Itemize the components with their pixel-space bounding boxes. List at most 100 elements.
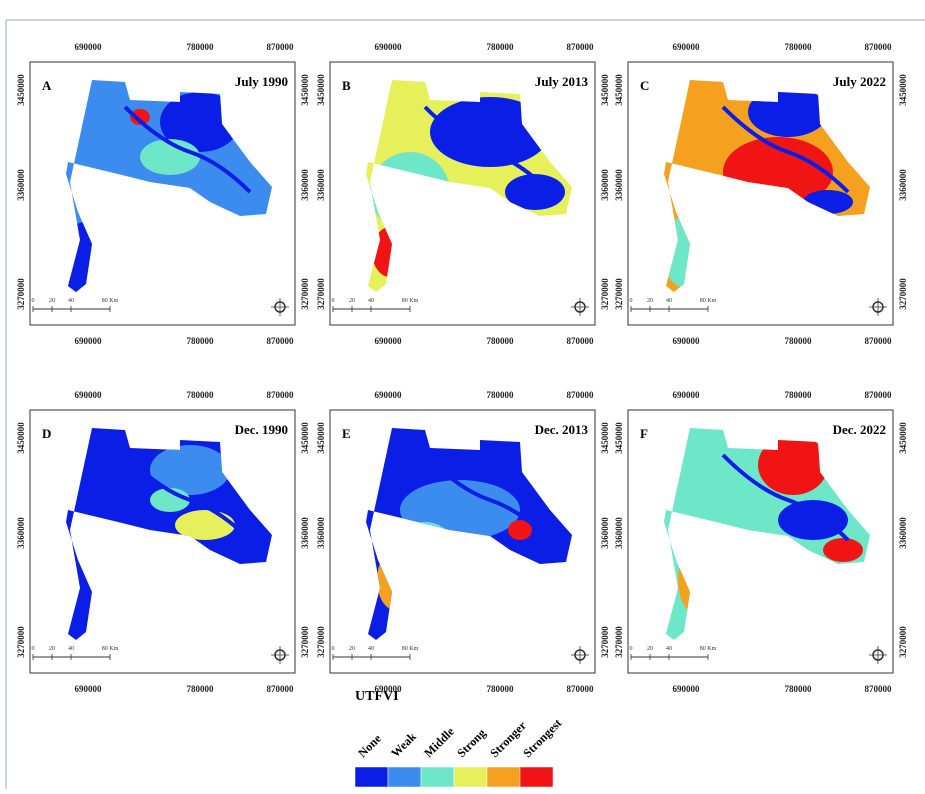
x-tick-label: 780000 bbox=[187, 684, 215, 694]
panel-title: July 2022 bbox=[833, 74, 886, 89]
panel-letter: B bbox=[342, 78, 351, 93]
y-tick-label: 3360000 bbox=[16, 169, 26, 201]
x-tick-label: 690000 bbox=[375, 336, 403, 346]
y-tick-label: 3360000 bbox=[316, 169, 326, 201]
legend-swatch bbox=[421, 767, 454, 787]
y-tick-label: 3270000 bbox=[600, 626, 610, 658]
x-tick-label: 870000 bbox=[267, 684, 295, 694]
x-tick-label: 870000 bbox=[865, 390, 893, 400]
y-tick-label: 3450000 bbox=[600, 422, 610, 454]
x-tick-label: 690000 bbox=[75, 390, 103, 400]
y-tick-label: 3270000 bbox=[16, 626, 26, 658]
scale-label: 0 bbox=[630, 646, 633, 652]
scale-label: 80 Km bbox=[402, 646, 419, 652]
x-tick-label: 690000 bbox=[75, 336, 103, 346]
y-tick-label: 3270000 bbox=[614, 626, 624, 658]
y-tick-label: 3360000 bbox=[600, 169, 610, 201]
scale-label: 40 bbox=[666, 646, 672, 652]
y-tick-label: 3360000 bbox=[614, 169, 624, 201]
y-tick-label: 3450000 bbox=[898, 422, 908, 454]
y-tick-label: 3270000 bbox=[300, 626, 310, 658]
x-tick-label: 870000 bbox=[567, 336, 595, 346]
y-tick-label: 3270000 bbox=[316, 626, 326, 658]
x-tick-label: 870000 bbox=[267, 42, 295, 52]
legend-swatch bbox=[454, 767, 487, 787]
x-tick-label: 780000 bbox=[487, 684, 515, 694]
x-tick-label: 780000 bbox=[187, 336, 215, 346]
y-tick-label: 3360000 bbox=[300, 517, 310, 549]
y-tick-label: 3360000 bbox=[898, 517, 908, 549]
legend-swatch bbox=[388, 767, 421, 787]
panel-title: Dec. 2013 bbox=[535, 422, 589, 437]
scale-label: 80 Km bbox=[700, 646, 717, 652]
scale-label: 20 bbox=[49, 646, 55, 652]
scale-label: 40 bbox=[68, 298, 74, 304]
scale-label: 80 Km bbox=[102, 298, 119, 304]
x-tick-label: 870000 bbox=[567, 42, 595, 52]
x-tick-label: 870000 bbox=[267, 390, 295, 400]
y-tick-label: 3360000 bbox=[898, 169, 908, 201]
x-tick-label: 870000 bbox=[567, 390, 595, 400]
x-tick-label: 780000 bbox=[487, 42, 515, 52]
y-tick-label: 3450000 bbox=[614, 74, 624, 106]
x-tick-label: 870000 bbox=[567, 684, 595, 694]
y-tick-label: 3450000 bbox=[316, 422, 326, 454]
scale-label: 80 Km bbox=[402, 298, 419, 304]
legend-swatch bbox=[487, 767, 520, 787]
y-tick-label: 3360000 bbox=[16, 517, 26, 549]
x-tick-label: 870000 bbox=[865, 336, 893, 346]
y-tick-label: 3270000 bbox=[300, 278, 310, 310]
panel-letter: A bbox=[42, 78, 52, 93]
legend-swatch bbox=[355, 767, 388, 787]
x-tick-label: 780000 bbox=[187, 42, 215, 52]
panel-title: Dec. 2022 bbox=[833, 422, 886, 437]
map-patch bbox=[823, 538, 863, 562]
y-tick-label: 3450000 bbox=[316, 74, 326, 106]
legend-swatch bbox=[520, 767, 553, 787]
scale-label: 20 bbox=[349, 646, 355, 652]
x-tick-label: 780000 bbox=[487, 390, 515, 400]
y-tick-label: 3450000 bbox=[300, 74, 310, 106]
y-tick-label: 3270000 bbox=[600, 278, 610, 310]
x-tick-label: 870000 bbox=[865, 42, 893, 52]
x-tick-label: 690000 bbox=[673, 336, 701, 346]
x-tick-label: 780000 bbox=[785, 336, 813, 346]
scale-label: 20 bbox=[349, 298, 355, 304]
x-tick-label: 780000 bbox=[187, 390, 215, 400]
x-tick-label: 780000 bbox=[785, 390, 813, 400]
scale-label: 20 bbox=[647, 298, 653, 304]
scale-label: 0 bbox=[332, 298, 335, 304]
y-tick-label: 3270000 bbox=[16, 278, 26, 310]
scale-label: 80 Km bbox=[700, 298, 717, 304]
y-tick-label: 3360000 bbox=[614, 517, 624, 549]
panel-letter: D bbox=[42, 426, 51, 441]
map-panel: E Dec. 2013 690000 690000 780000 780000 870000… bbox=[316, 390, 610, 694]
scale-label: 40 bbox=[368, 646, 374, 652]
x-tick-label: 690000 bbox=[375, 42, 403, 52]
map-patch bbox=[778, 500, 848, 540]
scale-label: 20 bbox=[49, 298, 55, 304]
y-tick-label: 3270000 bbox=[614, 278, 624, 310]
scale-label: 0 bbox=[332, 646, 335, 652]
scale-label: 0 bbox=[32, 646, 35, 652]
x-tick-label: 690000 bbox=[375, 390, 403, 400]
x-tick-label: 690000 bbox=[375, 684, 403, 694]
y-tick-label: 3450000 bbox=[16, 74, 26, 106]
x-tick-label: 870000 bbox=[865, 684, 893, 694]
x-tick-label: 780000 bbox=[785, 684, 813, 694]
panel-letter: C bbox=[640, 78, 649, 93]
panel-letter: E bbox=[342, 426, 351, 441]
figure: UTFVI NoneWeakMiddleStrongStrongerStrong… bbox=[0, 0, 925, 789]
scale-label: 40 bbox=[68, 646, 74, 652]
y-tick-label: 3450000 bbox=[300, 422, 310, 454]
y-tick-label: 3360000 bbox=[600, 517, 610, 549]
y-tick-label: 3450000 bbox=[898, 74, 908, 106]
y-tick-label: 3450000 bbox=[16, 422, 26, 454]
panel-title: July 2013 bbox=[535, 74, 589, 89]
x-tick-label: 690000 bbox=[673, 390, 701, 400]
